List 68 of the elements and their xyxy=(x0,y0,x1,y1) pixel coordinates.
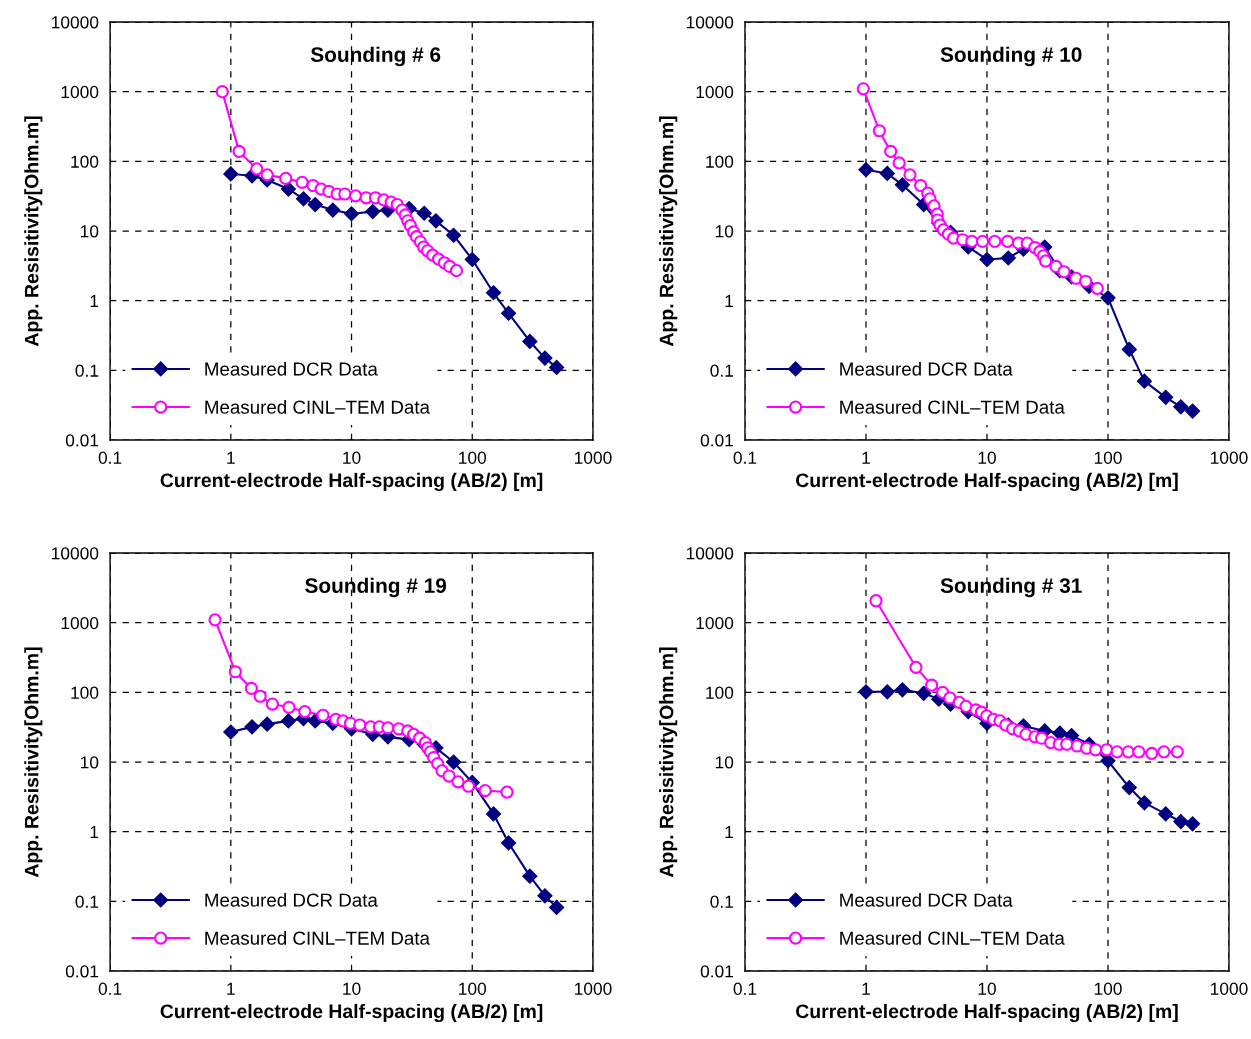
y-axis-title: App. Resisitivity[Ohm.m] xyxy=(24,116,43,347)
y-tick-label: 10 xyxy=(715,756,734,769)
y-tick-label: 100 xyxy=(706,155,734,168)
y-axis-title: App. Resisitivity[Ohm.m] xyxy=(24,647,43,878)
x-tick-label: 10 xyxy=(978,451,996,464)
legend-label: Measured CINL–TEM Data xyxy=(205,400,430,414)
x-tick-label: 1 xyxy=(862,982,870,995)
y-tick-label: 0.1 xyxy=(75,364,99,377)
x-tick-label: 1 xyxy=(227,982,235,995)
text: Sounding # 31 xyxy=(940,577,1082,598)
x-tick-label: 10 xyxy=(343,982,361,995)
y-tick-label: 1 xyxy=(90,295,99,307)
x-tick-label: 1 xyxy=(862,451,870,464)
y-tick-label: 0.1 xyxy=(710,364,734,377)
text: Sounding # 10 xyxy=(940,46,1082,67)
y-tick-label: 100 xyxy=(706,686,734,699)
y-tick-label: 1 xyxy=(90,826,99,839)
x-tick-label: 1000 xyxy=(1211,451,1248,464)
x-tick-label: 0.1 xyxy=(733,451,757,464)
x-axis-title: Current-electrode Half-spacing (AB/2) [m] xyxy=(160,1003,543,1023)
x-tick-label: 100 xyxy=(459,982,487,995)
x-tick-label: 1000 xyxy=(574,451,612,464)
x-tick-label: 1 xyxy=(227,451,235,464)
x-tick-label: 1000 xyxy=(1211,982,1248,995)
y-tick-label: 0.01 xyxy=(700,965,734,978)
x-tick-label: 100 xyxy=(1094,451,1122,464)
y-axis-title: App. Resisitivity[Ohm.m] xyxy=(659,647,678,878)
y-tick-label: 1000 xyxy=(696,616,734,630)
y-axis-title: App. Resisitivity[Ohm.m] xyxy=(659,116,678,347)
y-tick-label: 0.1 xyxy=(75,895,99,908)
text: Sounding # 6 xyxy=(310,46,441,67)
legend-label: Measured CINL–TEM Data xyxy=(840,931,1065,945)
legend-label: Measured DCR Data xyxy=(205,892,378,907)
x-tick-label: 100 xyxy=(459,451,487,464)
x-tick-label: 0.1 xyxy=(733,982,757,995)
y-tick-label: 10000 xyxy=(52,547,99,560)
x-tick-label: 10 xyxy=(343,451,361,464)
legend-label: Measured CINL–TEM Data xyxy=(205,931,430,945)
y-tick-label: 1000 xyxy=(61,85,99,99)
x-axis-title: Current-electrode Half-spacing (AB/2) [m] xyxy=(160,472,543,492)
y-tick-label: 10 xyxy=(80,756,99,769)
y-tick-label: 1 xyxy=(725,826,734,839)
y-tick-label: 0.1 xyxy=(710,895,734,908)
legend-label: Measured CINL–TEM Data xyxy=(840,400,1065,414)
x-tick-label: 1000 xyxy=(574,982,612,995)
y-tick-label: 1000 xyxy=(696,85,734,99)
x-axis-title: Current-electrode Half-spacing (AB/2) [m] xyxy=(796,1003,1178,1023)
text: Sounding # 19 xyxy=(305,577,447,598)
legend-label: Measured DCR Data xyxy=(205,361,378,376)
x-tick-label: 0.1 xyxy=(98,982,122,995)
y-tick-label: 10 xyxy=(80,225,99,238)
x-tick-label: 100 xyxy=(1094,982,1122,995)
legend-label: Measured DCR Data xyxy=(840,892,1013,907)
y-tick-label: 1000 xyxy=(61,616,99,630)
x-tick-label: 0.1 xyxy=(98,451,122,464)
y-tick-label: 10 xyxy=(715,225,734,238)
y-tick-label: 10000 xyxy=(686,16,734,29)
y-tick-label: 10000 xyxy=(686,547,734,560)
y-tick-label: 1 xyxy=(725,295,734,307)
y-tick-label: 100 xyxy=(71,686,99,699)
y-tick-label: 10000 xyxy=(52,16,99,29)
x-tick-label: 10 xyxy=(978,982,996,995)
y-tick-label: 0.01 xyxy=(65,965,99,978)
legend-label: Measured DCR Data xyxy=(840,361,1013,376)
y-tick-label: 0.01 xyxy=(700,434,734,447)
y-tick-label: 100 xyxy=(71,155,99,168)
y-tick-label: 0.01 xyxy=(65,434,99,447)
x-axis-title: Current-electrode Half-spacing (AB/2) [m] xyxy=(796,472,1178,492)
